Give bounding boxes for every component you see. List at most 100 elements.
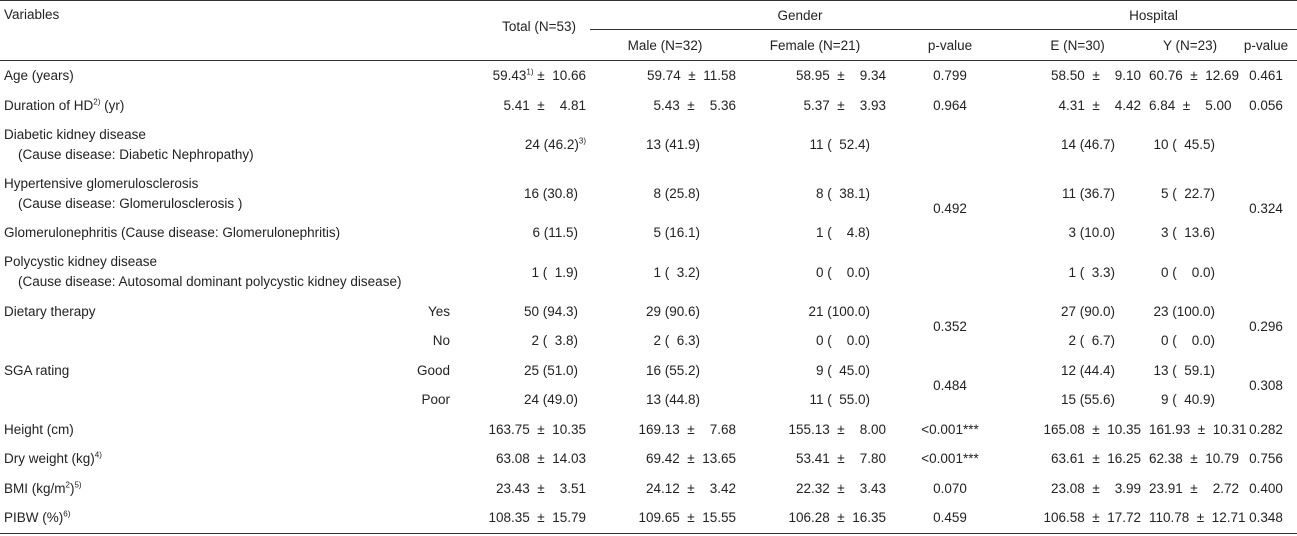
cell-total: 2 ( 3.8) [531, 333, 578, 349]
cell-y: 10 ( 45.5) [1153, 137, 1216, 152]
cell-female: 5.37 ± 3.93 [803, 97, 886, 113]
cell-y: 5 ( 22.7) [1160, 186, 1216, 201]
table-row: PIBW (%)6) 108.35 ± 15.79 109.65 ± 15.55… [0, 503, 1297, 534]
row-label: Hypertensive glomerulosclerosis (Cause di… [4, 175, 243, 211]
cell-female: 11 ( 55.0) [809, 392, 870, 408]
cell-female: 9 ( 45.0) [815, 362, 870, 378]
cell-y: 9 ( 40.9) [1160, 392, 1216, 408]
cell-y: 23 (100.0) [1153, 303, 1216, 319]
cell-pvalue: 0.352 [933, 318, 967, 334]
cell-male: 13 (41.9) [645, 137, 700, 152]
cell-male: 16 (55.2) [645, 362, 700, 378]
cell-total: 50 (94.3) [523, 303, 578, 319]
cell-female: 106.28 ± 16.35 [740, 503, 890, 534]
cell-female: 11 ( 52.4) [809, 137, 870, 152]
cell-male: 2 ( 6.3) [653, 333, 700, 349]
cell-e: 63.61 ± 16.25 [1051, 451, 1142, 467]
cell-male: 1 ( 3.2) [653, 264, 700, 280]
cell-total: 24 (46.2)3) [524, 136, 586, 152]
cell-y: 60.76 ± 12.69 [1149, 68, 1239, 84]
cell-male: 69.42 ± 13.65 [646, 451, 736, 467]
header-e: E (N=30) [1010, 29, 1146, 61]
table-row: Glomerulonephritis (Cause disease: Glome… [0, 218, 1297, 248]
cell-y: 161.93 ± 10.31 [1149, 421, 1247, 437]
cell-pvalue: 0.459 [890, 503, 1011, 534]
cell-e: 11 (36.7) [1061, 186, 1116, 201]
cell-y: 3 ( 13.6) [1160, 225, 1216, 241]
table-row: Age (years) 59.431) ± 10.66 59.74 ± 11.5… [0, 61, 1297, 91]
cell-male: 24.12 ± 3.42 [646, 480, 736, 496]
cell-female: 0 ( 0.0) [815, 333, 870, 349]
cell-total: 24 (49.0) [523, 392, 578, 408]
cell-pvalue: 0.964 [933, 97, 967, 113]
cell-male: 169.13 ± 7.68 [638, 421, 736, 437]
cell-e: 3 (10.0) [1068, 225, 1116, 241]
table-row: Hypertensive glomerulosclerosis (Cause di… [0, 169, 1297, 218]
table-row: Duration of HD2) (yr) 5.41 ± 4.81 5.43 ±… [0, 91, 1297, 121]
cell-y: 0 ( 0.0) [1160, 333, 1216, 349]
row-sublabel: No [432, 333, 450, 349]
cell-pvalue: 0.324 [1249, 200, 1283, 216]
table-row: Diabetic kidney disease (Cause disease: D… [0, 120, 1297, 216]
cell-e: 1 ( 3.3) [1068, 264, 1116, 280]
table-row: No 2 ( 3.8) 2 ( 6.3) 0 ( 0.0) 2 ( 6.7) 0… [0, 326, 1297, 356]
header-hospital: Hospital [1010, 0, 1297, 30]
cell-y: 13 ( 59.1) [1153, 362, 1216, 378]
cell-e: 106.58 ± 17.72 [1010, 503, 1146, 534]
row-label: Glomerulonephritis (Cause disease: Glome… [4, 225, 341, 241]
cell-y: 110.78 ± 12.71 [1145, 503, 1246, 534]
table-row: Dry weight (kg)4) 63.08 ± 14.03 69.42 ± … [0, 444, 1297, 474]
header-gender: Gender [590, 0, 1011, 30]
cell-e: 23.08 ± 3.99 [1051, 480, 1142, 496]
row-label: Polycystic kidney disease (Cause disease:… [4, 254, 402, 289]
header-hospital-pvalue: p-value [1235, 29, 1297, 61]
cell-pvalue: 0.461 [1249, 68, 1283, 84]
header-variables: Variables [4, 7, 60, 22]
row-label: Height (cm) [4, 421, 74, 437]
cell-pvalue: 0.799 [933, 68, 967, 84]
cell-male: 29 (90.6) [645, 303, 700, 319]
cell-e: 12 (44.4) [1060, 362, 1116, 378]
cell-pvalue: 0.308 [1249, 377, 1283, 393]
cell-total: 25 (51.0) [523, 362, 578, 378]
cell-e: 14 (46.7) [1060, 137, 1116, 152]
cell-e: 27 (90.0) [1060, 303, 1116, 319]
cell-pvalue: 0.756 [1249, 451, 1283, 467]
table-row: Height (cm) 163.75 ± 10.35 169.13 ± 7.68… [0, 415, 1297, 445]
cell-female: 58.95 ± 9.34 [796, 68, 886, 84]
header-total: Total (N=53) [460, 0, 590, 61]
cell-e: 4.31 ± 4.42 [1058, 97, 1142, 113]
cell-female: 22.32 ± 3.43 [796, 480, 886, 496]
table-row: BMI (kg/m2)5) 23.43 ± 3.51 24.12 ± 3.42 … [0, 474, 1297, 504]
row-label: PIBW (%)6) [0, 503, 460, 534]
row-label [0, 326, 320, 356]
cell-total: 63.08 ± 14.03 [496, 451, 586, 467]
cell-y: 62.38 ± 10.79 [1149, 451, 1239, 467]
row-label: Duration of HD2) (yr) [4, 97, 125, 113]
cell-female: 8 ( 38.1) [815, 186, 870, 201]
cell-pvalue: 0.282 [1249, 421, 1283, 437]
cell-male: 5.43 ± 5.36 [653, 97, 736, 113]
cell-e: 165.08 ± 10.35 [1043, 421, 1142, 437]
row-label: SGA rating [4, 362, 70, 378]
header-male: Male (N=32) [590, 29, 740, 61]
cell-y: 6.84 ± 5.00 [1149, 97, 1232, 113]
cell-pvalue: 0.400 [1249, 480, 1283, 496]
cell-e: 58.50 ± 9.10 [1051, 68, 1142, 84]
cell-female: 0 ( 0.0) [815, 264, 870, 280]
cell-pvalue: 0.296 [1249, 318, 1283, 334]
row-label: Dietary therapy [4, 303, 96, 319]
cell-female: 1 ( 4.8) [815, 225, 870, 241]
cell-e: 15 (55.6) [1060, 392, 1116, 408]
row-sublabel: Yes [427, 303, 450, 319]
row-label: Age (years) [4, 68, 74, 84]
table-row: Polycystic kidney disease (Cause disease:… [0, 248, 1297, 297]
row-label: BMI (kg/m2)5) [4, 480, 82, 496]
cell-pvalue: 0.492 [933, 200, 967, 216]
cell-total: 1 ( 1.9) [531, 264, 578, 280]
row-label: Dry weight (kg)4) [4, 450, 102, 467]
cell-y: 23.91 ± 2.72 [1149, 480, 1239, 496]
table-row: Poor 24 (49.0) 13 (44.8) 11 ( 55.0) 15 (… [0, 385, 1297, 415]
cell-female: 53.41 ± 7.80 [796, 451, 886, 467]
